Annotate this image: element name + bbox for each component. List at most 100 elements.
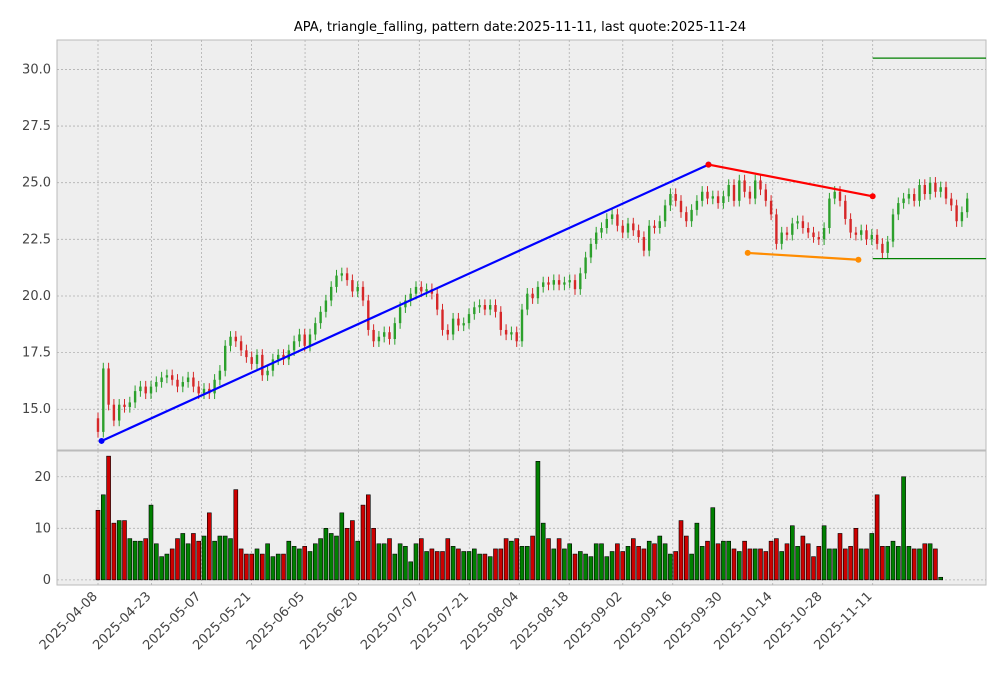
volume-bar	[779, 551, 785, 581]
volume-bars	[95, 455, 944, 581]
candle-body	[595, 232, 598, 244]
volume-bar	[302, 546, 308, 581]
candle-body	[605, 218, 608, 229]
candle-body	[409, 293, 412, 301]
volume-bar	[604, 556, 610, 581]
volume-bar	[323, 528, 329, 581]
volume-bar	[811, 556, 816, 581]
candle-body	[314, 323, 317, 335]
volume-bar	[805, 543, 811, 581]
candle-body	[716, 196, 720, 204]
candle-body	[324, 300, 328, 312]
candle-body	[563, 282, 566, 285]
volume-bar	[933, 548, 938, 581]
candle-body	[658, 221, 661, 229]
volume-bar	[116, 520, 122, 581]
volume-bar	[164, 553, 170, 581]
candle-body	[738, 180, 741, 201]
volume-bar	[175, 538, 180, 581]
volume-bar	[154, 543, 159, 581]
volume-bar	[111, 522, 117, 581]
volume-bar	[482, 553, 488, 581]
candle-body	[775, 214, 778, 244]
candle-body	[165, 375, 169, 378]
candle-body	[473, 307, 476, 315]
candle-body	[642, 237, 646, 251]
trendline	[101, 163, 709, 442]
volume-bar	[880, 546, 885, 581]
candle-body	[186, 377, 190, 383]
candle-body	[812, 232, 815, 238]
volume-bar	[911, 548, 917, 581]
candle-body	[759, 180, 762, 190]
candle-body	[754, 180, 757, 199]
volume-bar	[461, 551, 467, 581]
volume-bar	[673, 551, 679, 581]
volume-bar	[752, 548, 758, 581]
candle-body	[886, 241, 889, 253]
price-tick-label: 27.5	[22, 119, 51, 134]
candle-body	[844, 200, 847, 219]
candle-body	[732, 184, 736, 201]
candle-body	[875, 234, 879, 244]
candle-body	[706, 191, 709, 199]
volume-bar	[800, 535, 806, 581]
volume-bar	[265, 543, 270, 581]
volume-bar	[207, 512, 212, 581]
volume-bar	[726, 540, 732, 581]
price-tick-label: 22.5	[22, 232, 51, 247]
candle-body	[255, 354, 259, 364]
volume-bar	[413, 543, 419, 581]
volume-bar	[365, 494, 371, 581]
volume-bar	[127, 538, 133, 581]
candle-body	[780, 232, 783, 244]
candle-body	[277, 354, 280, 360]
volume-bar	[312, 543, 318, 581]
volume-bar	[466, 551, 472, 581]
volume-bar	[387, 538, 392, 581]
candle-body	[801, 221, 805, 229]
price-tick-label: 15.0	[22, 402, 51, 417]
volume-bar	[503, 538, 509, 581]
candle-body	[817, 237, 820, 240]
candle-body	[372, 329, 375, 342]
candle-body	[250, 357, 253, 364]
candle-body	[542, 282, 545, 287]
volume-bar	[853, 528, 859, 581]
candle-body	[891, 214, 895, 242]
volume-bar	[715, 543, 721, 581]
volume-bar	[895, 546, 901, 581]
date-tick-label: 2025-06-20	[297, 589, 361, 653]
candle-body	[870, 234, 873, 240]
candle-body	[330, 286, 333, 301]
volume-bar	[789, 525, 795, 581]
volume-bar	[122, 520, 127, 581]
candle-body	[934, 182, 937, 192]
trendline-endpoint	[705, 161, 712, 168]
candle-body	[573, 280, 577, 290]
volume-bar	[832, 548, 838, 581]
candle-body	[112, 404, 116, 421]
candle-body	[351, 280, 354, 292]
candle-body	[584, 257, 587, 274]
volume-bar	[440, 551, 445, 581]
candle-body	[928, 182, 932, 195]
candle-body	[319, 311, 322, 324]
volume-bar	[249, 553, 254, 581]
volume-bar	[842, 548, 848, 581]
candle-body	[133, 391, 137, 403]
candle-body	[462, 323, 465, 326]
candle-body	[653, 225, 656, 229]
candle-body	[764, 189, 767, 201]
candle-body	[923, 184, 926, 195]
volume-bar	[297, 548, 302, 581]
candle-body	[457, 318, 460, 326]
candle-body	[308, 334, 312, 346]
trendline	[747, 251, 859, 261]
volume-bar	[546, 538, 551, 581]
volume-bar	[864, 548, 869, 581]
volume-bar	[270, 556, 276, 581]
candle-body	[489, 305, 492, 310]
candle-body	[626, 223, 630, 233]
